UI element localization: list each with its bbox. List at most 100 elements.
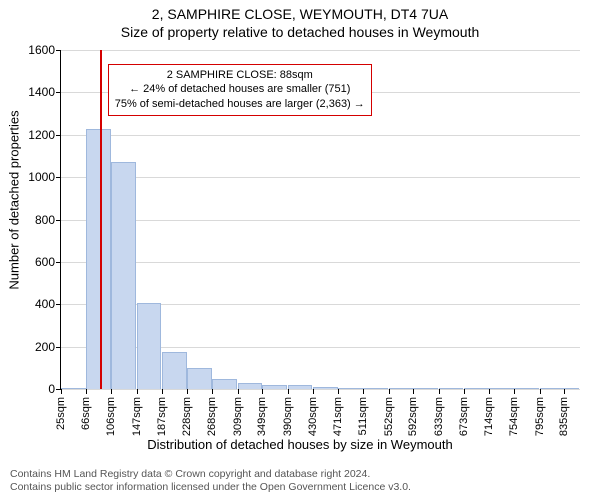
xtick-label: 390sqm [282,397,294,436]
ytick-label: 1400 [28,85,55,99]
chart-area: 0200400600800100012001400160025sqm66sqm1… [60,50,580,390]
property-marker-line [100,50,102,389]
xtick-mark [338,389,339,394]
histogram-bar [464,388,489,389]
ytick-label: 800 [35,213,55,227]
gridline [61,389,580,390]
xtick-mark [187,389,188,394]
footer-line-1: Contains HM Land Registry data © Crown c… [10,468,590,481]
histogram-bar [212,379,237,389]
histogram-bar [61,388,86,389]
histogram-bar [137,303,161,389]
histogram-bar [363,388,388,389]
gridline [61,50,580,51]
xtick-mark [86,389,87,394]
xtick-label: 268sqm [206,397,218,436]
gridline [61,135,580,136]
xtick-mark [413,389,414,394]
xtick-mark [464,389,465,394]
histogram-bar [238,383,262,389]
footer-line-2: Contains public sector information licen… [10,481,590,494]
ytick-mark [56,304,61,305]
histogram-bar [338,388,362,389]
histogram-bar [489,388,513,389]
xtick-mark [313,389,314,394]
xtick-label: 511sqm [357,397,369,435]
chart-title-sub: Size of property relative to detached ho… [0,22,600,44]
ytick-label: 1000 [28,170,55,184]
xtick-label: 349sqm [256,397,268,436]
xtick-mark [212,389,213,394]
xtick-label: 430sqm [307,397,319,436]
x-axis-label: Distribution of detached houses by size … [0,437,600,452]
ytick-label: 400 [35,297,55,311]
xtick-label: 106sqm [105,397,117,436]
xtick-label: 228sqm [181,397,193,436]
xtick-label: 592sqm [407,397,419,436]
xtick-label: 147sqm [131,397,143,436]
gridline [61,177,580,178]
ytick-mark [56,50,61,51]
y-axis-label: Number of detached properties [7,110,22,289]
footer-attribution: Contains HM Land Registry data © Crown c… [0,464,600,500]
histogram-bar [564,388,579,389]
xtick-mark [61,389,62,394]
xtick-label: 754sqm [508,397,520,436]
xtick-label: 25sqm [55,397,67,430]
annotation-line: 75% of semi-detached houses are larger (… [115,97,365,112]
xtick-mark [262,389,263,394]
histogram-bar [514,388,539,389]
xtick-mark [439,389,440,394]
ytick-label: 1600 [28,43,55,57]
xtick-label: 66sqm [80,397,92,430]
xtick-label: 714sqm [483,397,495,436]
histogram-bar [313,387,338,389]
ytick-mark [56,177,61,178]
ytick-mark [56,220,61,221]
xtick-label: 633sqm [433,397,445,436]
xtick-mark [389,389,390,394]
xtick-mark [111,389,112,394]
histogram-bar [162,352,187,389]
ytick-label: 0 [48,382,55,396]
xtick-label: 309sqm [232,397,244,436]
xtick-label: 471sqm [332,397,344,436]
xtick-label: 187sqm [156,397,168,436]
histogram-bar [389,388,413,389]
histogram-bar [413,388,438,389]
xtick-mark [288,389,289,394]
histogram-bar [111,162,136,389]
xtick-label: 673sqm [458,397,470,436]
xtick-mark [564,389,565,394]
ytick-mark [56,347,61,348]
ytick-label: 600 [35,255,55,269]
ytick-label: 200 [35,340,55,354]
histogram-bar [262,385,287,389]
ytick-mark [56,262,61,263]
xtick-mark [514,389,515,394]
gridline [61,220,580,221]
xtick-label: 552sqm [383,397,395,436]
gridline [61,262,580,263]
annotation-line: 2 SAMPHIRE CLOSE: 88sqm [115,68,365,83]
ytick-mark [56,92,61,93]
plot-area: 0200400600800100012001400160025sqm66sqm1… [60,50,580,390]
histogram-bar [86,129,110,389]
chart-title-main: 2, SAMPHIRE CLOSE, WEYMOUTH, DT4 7UA [0,0,600,22]
histogram-bar [439,388,463,389]
xtick-mark [489,389,490,394]
histogram-bar [540,388,564,389]
xtick-mark [363,389,364,394]
xtick-mark [162,389,163,394]
ytick-label: 1200 [28,128,55,142]
xtick-label: 795sqm [534,397,546,436]
xtick-mark [540,389,541,394]
annotation-box: 2 SAMPHIRE CLOSE: 88sqm← 24% of detached… [108,64,372,117]
xtick-label: 835sqm [558,397,570,436]
histogram-bar [187,368,211,389]
ytick-mark [56,135,61,136]
annotation-line: ← 24% of detached houses are smaller (75… [115,82,365,97]
xtick-mark [238,389,239,394]
histogram-bar [288,385,312,389]
xtick-mark [137,389,138,394]
